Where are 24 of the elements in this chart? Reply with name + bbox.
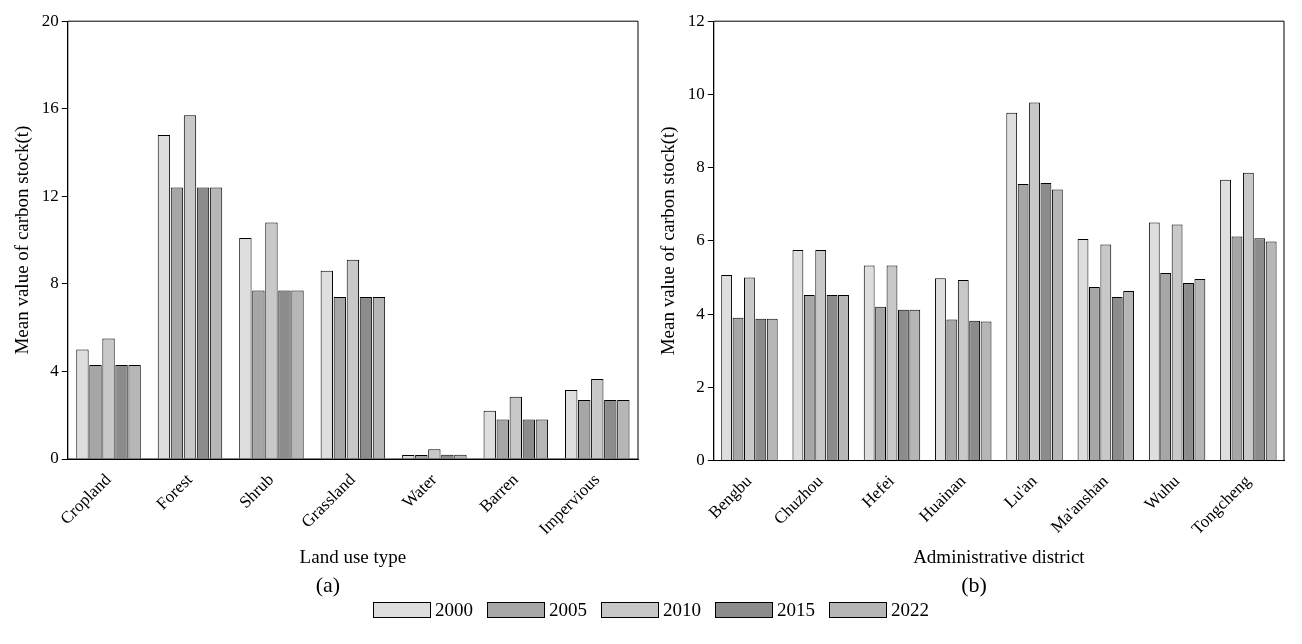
y-tick-label: 4 (696, 303, 706, 323)
text: (a) (315, 572, 341, 597)
text: (b) (961, 572, 987, 597)
y-tick-label: 8 (696, 157, 705, 177)
legend-label: 2022 (891, 599, 929, 621)
y-tick-label: 2 (696, 376, 705, 396)
y-tick-label: 8 (50, 273, 59, 293)
y-tick-label: 20 (41, 10, 59, 30)
y-axis-title: Mean value of carbon stock(t) (657, 126, 680, 356)
y-tick-label: 6 (696, 230, 705, 250)
y-tick-label: 12 (687, 10, 705, 30)
x-axis-title: Administrative district (913, 545, 1086, 567)
legend-label: 2015 (777, 599, 815, 621)
y-tick-label: 16 (41, 98, 59, 118)
y-tick-label: 0 (696, 450, 705, 470)
legend-label: 2010 (663, 599, 701, 621)
y-tick-label: 10 (687, 83, 705, 103)
y-tick-label: 4 (50, 360, 60, 380)
legend-label: 2005 (549, 599, 587, 621)
y-tick-label: 12 (41, 185, 59, 205)
y-axis-title: Mean value of carbon stock(t) (11, 125, 34, 355)
x-axis-title: Land use type (299, 545, 407, 567)
legend-label: 2000 (435, 599, 473, 621)
y-tick-label: 0 (50, 448, 59, 468)
